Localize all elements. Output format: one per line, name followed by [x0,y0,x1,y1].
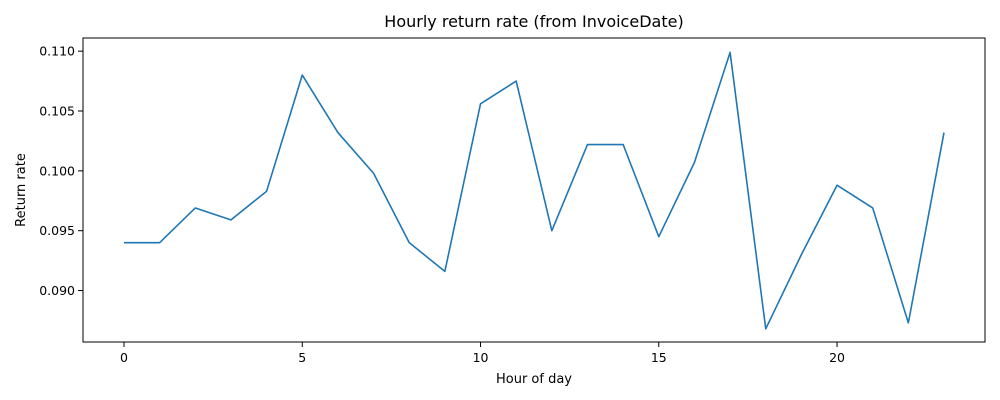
chart-title: Hourly return rate (from InvoiceDate) [384,12,683,31]
x-axis-label: Hour of day [496,372,572,387]
x-tick-label: 0 [120,350,128,365]
y-axis-label: Return rate [14,153,29,227]
plot-frame [82,37,986,343]
y-tick-label: 0.095 [39,223,75,238]
plot-area: 0 5 10 15 20 0.090 0.095 0.100 0.105 0.110 [39,37,986,365]
x-tick-label: 15 [651,350,667,365]
x-tick-label: 20 [829,350,845,365]
x-tick-label: 10 [473,350,489,365]
y-tick-label: 0.110 [39,44,75,59]
series-line [124,51,945,330]
x-tick-label: 5 [298,350,306,365]
y-tick-label: 0.090 [39,283,75,298]
y-tick-label: 0.105 [39,104,75,119]
y-tick-label: 0.100 [39,163,75,178]
